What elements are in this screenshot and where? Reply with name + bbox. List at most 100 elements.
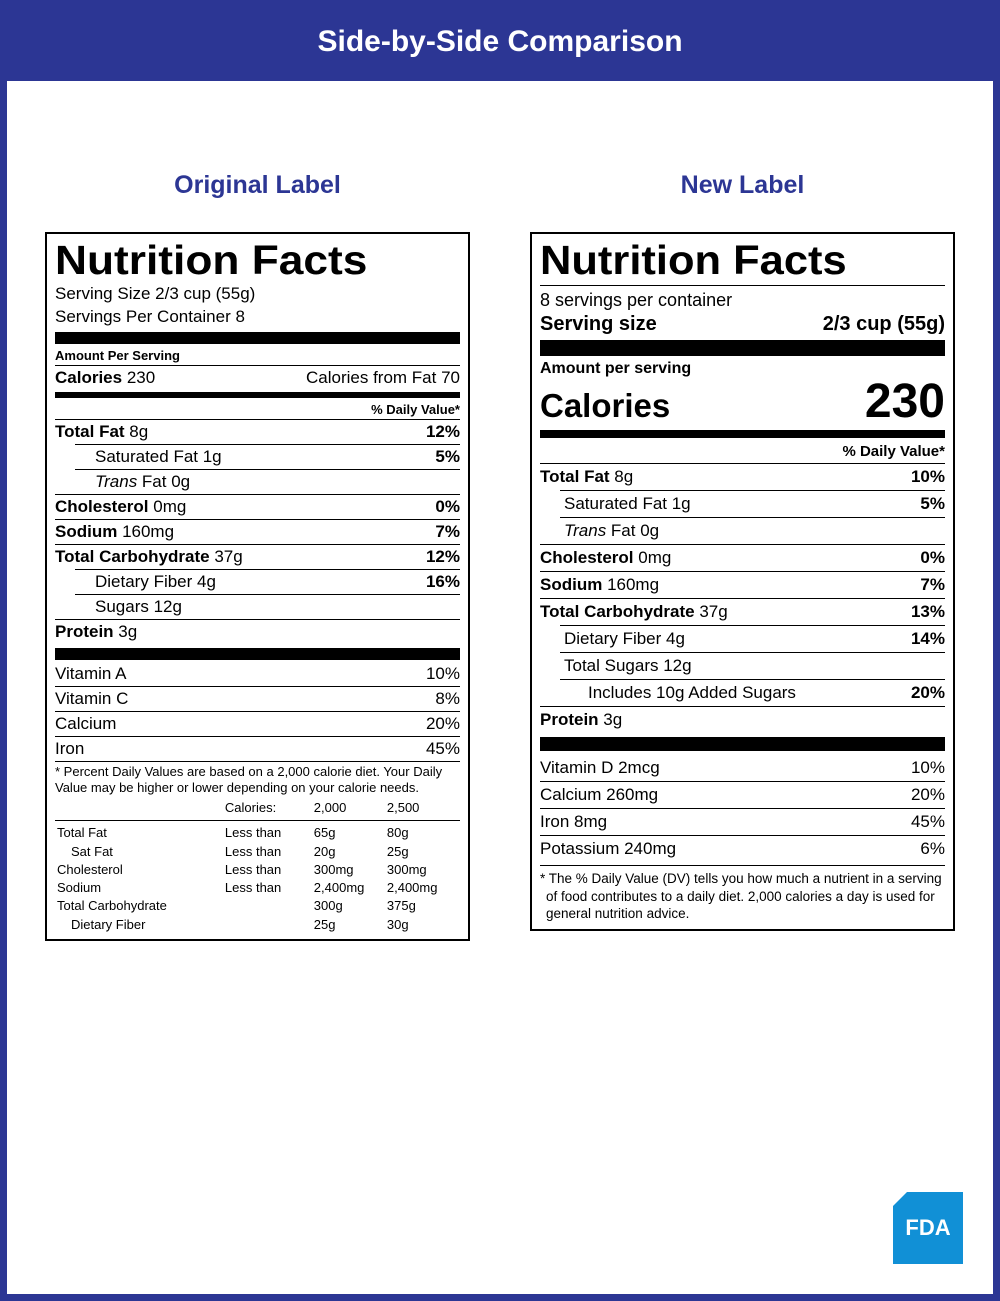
new-col-title: New Label [530,171,955,200]
nutrient-row: Total Carbohydrate 37g 12% [55,544,460,569]
vitamin-row: Calcium 20% [55,711,460,736]
nutrient-row: Saturated Fat 1g5% [560,490,945,517]
nutrient-label: Sodium 160mg [540,575,659,595]
vitamin-row: Iron 45% [55,736,460,761]
nutrient-row: Sugars 12g [75,594,460,619]
nutrient-dv: 16% [426,572,460,592]
nutrient-row: Dietary Fiber 4g14% [560,625,945,652]
reference-row: SodiumLess than2,400mg2,400mg [57,880,458,896]
page-frame: Side-by-Side Comparison Original Label N… [0,0,1000,1301]
nutrient-row: Dietary Fiber 4g 16% [75,569,460,594]
vitamin-name: Calcium [55,714,116,734]
nutrient-row: Cholesterol 0mg0% [540,544,945,571]
nutrient-label: Total Fat 8g [55,422,148,442]
divider-bar [540,340,945,356]
page-title-bar: Side-by-Side Comparison [7,7,993,81]
nutrient-dv: 10% [911,467,945,487]
vitamin-dv: 20% [426,714,460,734]
nutrient-label: Sodium 160mg [55,522,174,542]
original-label-box: Nutrition Facts Serving Size 2/3 cup (55… [45,232,470,941]
vitamin-dv: 45% [911,812,945,832]
nutrient-label: Total Carbohydrate 37g [55,547,243,567]
vitamin-dv: 20% [911,785,945,805]
divider-bar [55,392,460,398]
nutrient-dv: 20% [911,683,945,703]
vitamin-row: Vitamin C8% [55,686,460,711]
nutrient-row: Protein 3g [55,619,460,644]
vitamin-row: Calcium 260mg20% [540,781,945,808]
nutrient-label: Total Fat 8g [540,467,633,487]
reference-row: Total FatLess than65g80g [57,825,458,841]
original-servings-per: Servings Per Container 8 [55,306,460,327]
original-column: Original Label Nutrition Facts Serving S… [45,171,470,941]
new-serving-size-row: Serving size 2/3 cup (55g) [540,313,945,336]
vitamin-dv: 10% [426,664,460,684]
nutrient-row: Total Fat 8g12% [55,419,460,444]
nutrient-row: Total Carbohydrate 37g13% [540,598,945,625]
fda-logo: FDA [893,1192,963,1264]
vitamin-name: Potassium 240mg [540,839,676,859]
nutrient-row: Total Fat 8g 10% [540,463,945,490]
divider-bar [540,430,945,438]
new-nutrients-list: Total Fat 8g 10% Saturated Fat 1g5% Trans F… [540,463,945,733]
reference-row: Sat FatLess than20g25g [57,844,458,860]
nutrient-row: Sodium 160mg7% [540,571,945,598]
nutrient-label: Dietary Fiber 4g [75,572,216,592]
original-vitamins-list: Vitamin A 10%Vitamin C8% Calcium 20% Iron 45% [55,662,460,761]
nutrient-row: Trans Fat 0g [75,469,460,494]
page-title: Side-by-Side Comparison [317,25,682,58]
new-nutrition-title: Nutrition Facts [540,240,969,281]
nutrient-row: Total Sugars 12g [560,652,945,679]
new-calories-value: 230 [865,378,945,426]
nutrient-row: Trans Fat 0g [560,517,945,544]
nutrient-row: Sodium 160mg7% [55,519,460,544]
nutrient-label: Total Sugars 12g [560,656,692,676]
new-footnote: * The % Daily Value (DV) tells you how m… [540,865,945,925]
nutrient-row: Saturated Fat 1g5% [75,444,460,469]
new-column: New Label Nutrition Facts 8 servings per… [530,171,955,941]
vitamin-row: Iron 8mg 45% [540,808,945,835]
nutrient-row: Includes 10g Added Sugars 20% [560,679,945,706]
vitamin-row: Vitamin A 10% [55,662,460,686]
nutrient-dv: 5% [920,494,945,514]
vitamin-dv: 6% [920,839,945,859]
nutrient-dv: 5% [435,447,460,467]
original-amount-per-serving: Amount Per Serving [55,346,460,365]
nutrient-label: Protein 3g [55,622,137,642]
calories-from-fat: Calories from Fat 70 [306,368,460,388]
original-reference-rows: Total FatLess than65g80g Sat FatLess than… [55,823,460,935]
nutrient-row: Protein 3g [540,706,945,733]
nutrient-label: Trans Fat 0g [560,521,659,541]
serving-size-value: 2/3 cup (55g) [823,313,945,336]
serving-size-label: Serving size [540,313,657,336]
nutrient-label: Dietary Fiber 4g [560,629,685,649]
reference-row: CholesterolLess than300mg300mg [57,862,458,878]
nutrient-label: Includes 10g Added Sugars [560,683,796,703]
original-serving-size: Serving Size 2/3 cup (55g) [55,283,460,304]
reference-row: Total Carbohydrate300g375g [57,898,458,914]
calories-cell: Calories 230 [55,368,155,388]
nutrient-label: Cholesterol 0mg [540,548,671,568]
nutrient-dv: 0% [435,497,460,517]
vitamin-name: Iron 8mg [540,812,607,832]
original-col-title: Original Label [45,171,470,200]
vitamin-dv: 8% [435,689,460,709]
original-footnote: * Percent Daily Values are based on a 2,… [55,761,460,935]
vitamin-name: Iron [55,739,84,759]
nutrient-dv: 12% [426,547,460,567]
new-label-box: Nutrition Facts 8 servings per container… [530,232,955,931]
vitamin-dv: 10% [911,758,945,778]
nutrient-label: Total Carbohydrate 37g [540,602,728,622]
vitamin-name: Vitamin A [55,664,127,684]
new-dv-header: % Daily Value* [540,440,945,463]
vitamin-dv: 45% [426,739,460,759]
vitamin-name: Vitamin D 2mcg [540,758,660,778]
new-calories-label: Calories [540,387,670,425]
nutrient-label: Cholesterol 0mg [55,497,186,517]
new-vitamins-list: Vitamin D 2mcg10%Calcium 260mg20%Iron 8m… [540,755,945,862]
vitamin-row: Vitamin D 2mcg 10% [540,755,945,781]
ref-header-row: Calories: 2,000 2,500 [57,800,458,816]
divider-bar [55,332,460,344]
nutrient-row: Cholesterol 0mg 0% [55,494,460,519]
nutrient-label: Trans Fat 0g [75,472,190,492]
